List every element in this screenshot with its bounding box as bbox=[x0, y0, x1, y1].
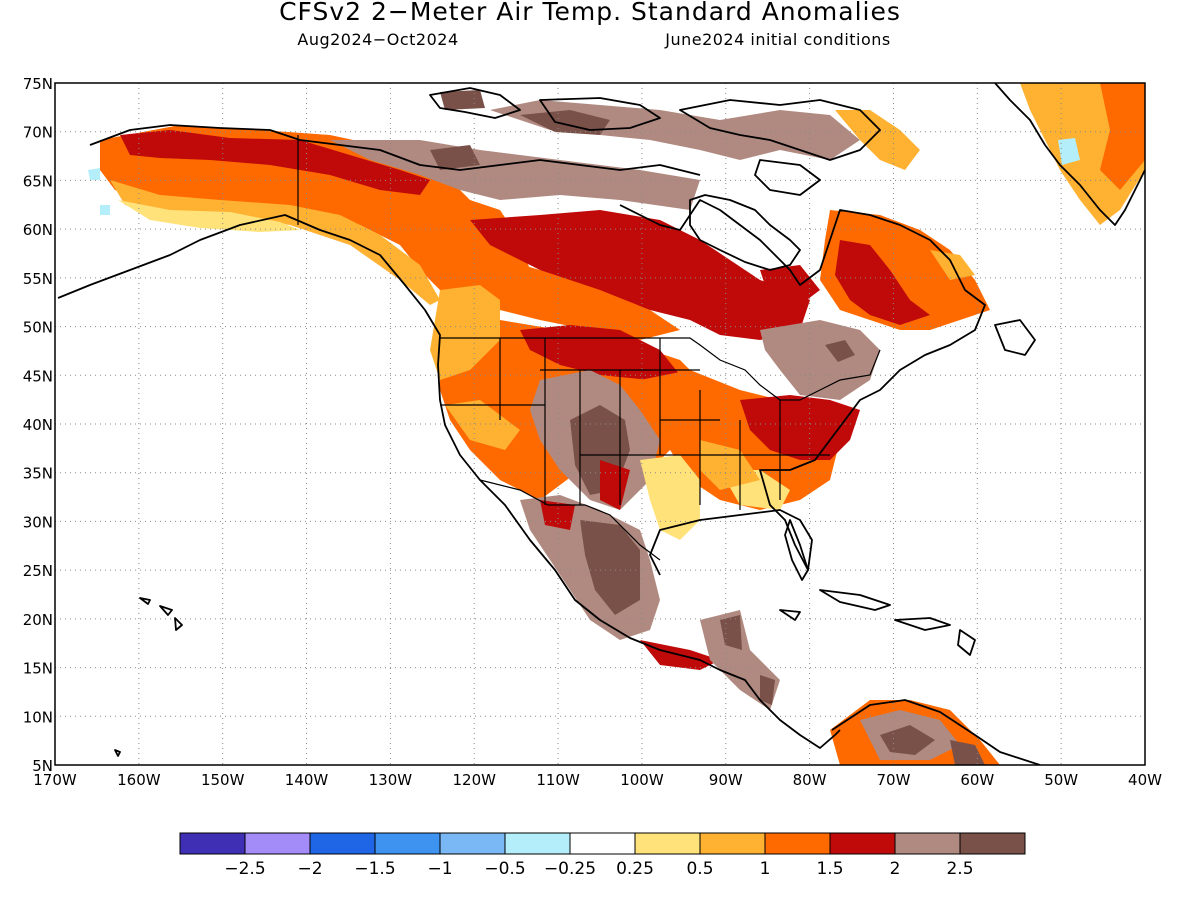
latitude-tick-label: 55N bbox=[23, 270, 53, 288]
longitude-tick-label: 100W bbox=[620, 771, 664, 789]
longitude-tick-label: 110W bbox=[536, 771, 580, 789]
legend-color-swatch bbox=[764, 832, 831, 855]
legend-tick-label: −2 bbox=[297, 859, 322, 879]
initial-conditions-label: June2024 initial conditions bbox=[664, 30, 891, 49]
longitude-tick-label: 120W bbox=[452, 771, 496, 789]
valid-period-label: Aug2024−Oct2024 bbox=[297, 30, 458, 49]
color-legend: −2.5 −2 −1.5 −1 −0.5 −0.25 0.25 0.5 1 1.5 2 2.5 bbox=[179, 832, 1026, 879]
anomaly-shading bbox=[88, 83, 1145, 765]
coastlines bbox=[57, 83, 1145, 765]
latitude-tick-label: 30N bbox=[23, 513, 53, 531]
legend-tick-label: −1.5 bbox=[354, 859, 395, 879]
longitude-tick-label: 160W bbox=[117, 771, 161, 789]
latitude-tick-label: 20N bbox=[23, 611, 53, 629]
anomaly-area-yukon bbox=[330, 140, 700, 210]
latitude-tick-label: 70N bbox=[23, 124, 53, 142]
legend-color-swatch bbox=[569, 832, 636, 855]
anomaly-area-northern-rockies bbox=[520, 325, 680, 380]
latitude-tick-label: 60N bbox=[23, 221, 53, 239]
legend-color-swatch bbox=[439, 832, 506, 855]
anomaly-area-greenland-orange bbox=[1100, 83, 1145, 190]
longitude-tick-label: 150W bbox=[201, 771, 245, 789]
legend-color-swatch bbox=[829, 832, 896, 855]
legend-tick-label: −1 bbox=[427, 859, 452, 879]
anomaly-area-central-america-dark bbox=[720, 615, 775, 705]
plot-area bbox=[55, 83, 1145, 765]
latitude-tick-label: 15N bbox=[23, 660, 53, 678]
anomaly-area-ontario-brown bbox=[760, 320, 880, 400]
legend-tick-label: −2.5 bbox=[224, 859, 265, 879]
anomaly-area-alaska-red bbox=[120, 130, 430, 195]
legend-color-swatch bbox=[634, 832, 701, 855]
legend-tick-label: −0.5 bbox=[484, 859, 525, 879]
north-america-coastline bbox=[57, 214, 1041, 765]
legend-tick-label: 1 bbox=[760, 859, 771, 879]
longitude-tick-label: 130W bbox=[369, 771, 413, 789]
newfoundland-coastline bbox=[994, 319, 1036, 356]
arctic-islands-coastline bbox=[429, 87, 881, 196]
legend-tick-label: 0.5 bbox=[686, 859, 713, 879]
anomaly-area-mexico-red bbox=[540, 500, 720, 670]
legend-color-swatch bbox=[179, 832, 246, 855]
legend-color-swatch bbox=[699, 832, 766, 855]
arctic-coastline bbox=[89, 124, 701, 176]
longitude-tick-label: 140W bbox=[285, 771, 329, 789]
legend-tick-label: 2 bbox=[890, 859, 901, 879]
anomaly-area-southeast bbox=[700, 440, 760, 490]
legend-tick-label: 0.25 bbox=[616, 859, 654, 879]
anomaly-area-alaska-cold bbox=[88, 168, 110, 215]
anomaly-area-canada-orange bbox=[470, 250, 680, 340]
anomaly-area-venezuela-dark bbox=[880, 725, 985, 765]
florida-coastline bbox=[784, 519, 809, 581]
latitude-tick-label: 35N bbox=[23, 465, 53, 483]
latitude-tick-label: 25N bbox=[23, 562, 53, 580]
latitude-tick-label: 5N bbox=[32, 757, 53, 775]
anomaly-area-quebec-red bbox=[760, 240, 930, 325]
legend-tick-label: 2.5 bbox=[946, 859, 973, 879]
longitude-tick-label: 50W bbox=[1044, 771, 1078, 789]
greenland-coastline bbox=[994, 83, 1145, 226]
hawaii-islands bbox=[114, 597, 183, 757]
anomaly-area-arctic-dark bbox=[430, 90, 610, 170]
longitude-tick-label: 170W bbox=[33, 771, 77, 789]
us-canada-border bbox=[440, 337, 881, 401]
latitude-tick-label: 50N bbox=[23, 319, 53, 337]
latitude-tick-label: 75N bbox=[23, 75, 53, 93]
anomaly-area-central-canada bbox=[470, 210, 810, 340]
legend-color-swatch bbox=[374, 832, 441, 855]
legend-color-swatch bbox=[959, 832, 1026, 855]
us-state-lines bbox=[440, 338, 830, 510]
anomaly-area-labrador-light bbox=[835, 110, 975, 280]
longitude-axis: 170W 160W 150W 140W 130W 120W 110W 100W 90W 80W 70… bbox=[33, 771, 1162, 789]
legend-color-swatch bbox=[504, 832, 571, 855]
map-title: CFSv2 2−Meter Air Temp. Standard Anomali… bbox=[279, 0, 901, 26]
legend-color-swatch bbox=[309, 832, 376, 855]
latitude-tick-label: 45N bbox=[23, 367, 53, 385]
anomaly-area-greenland-light bbox=[1058, 138, 1080, 165]
anomaly-area-alaska-yellow bbox=[118, 200, 300, 232]
legend-tick-label: −0.25 bbox=[544, 859, 596, 879]
gulf-coastline bbox=[619, 199, 986, 576]
hudson-bay-coastline bbox=[689, 194, 801, 271]
legend-tick-label: 1.5 bbox=[816, 859, 843, 879]
longitude-tick-label: 90W bbox=[709, 771, 743, 789]
legend-color-swatch bbox=[894, 832, 961, 855]
longitude-tick-label: 60W bbox=[960, 771, 994, 789]
legend-color-swatch bbox=[244, 832, 311, 855]
latitude-tick-label: 10N bbox=[23, 708, 53, 726]
longitude-tick-label: 80W bbox=[793, 771, 827, 789]
plot-frame bbox=[54, 82, 1146, 766]
latitude-tick-label: 65N bbox=[23, 172, 53, 190]
anomaly-area-pacific-nw bbox=[430, 285, 520, 450]
latitude-axis: 75N 70N 65N 60N 55N 50N 45N 40N 35N 30N 25N 20N 15N 1… bbox=[23, 75, 53, 775]
longitude-tick-label: 40W bbox=[1128, 771, 1162, 789]
political-borders bbox=[297, 135, 881, 561]
anomaly-area-mexico-dark bbox=[580, 520, 640, 615]
longitude-tick-label: 70W bbox=[877, 771, 911, 789]
latitude-tick-label: 40N bbox=[23, 416, 53, 434]
caribbean-islands bbox=[779, 589, 976, 656]
anomaly-area-ontario-dark bbox=[825, 340, 855, 362]
us-mexico-border bbox=[479, 479, 661, 561]
